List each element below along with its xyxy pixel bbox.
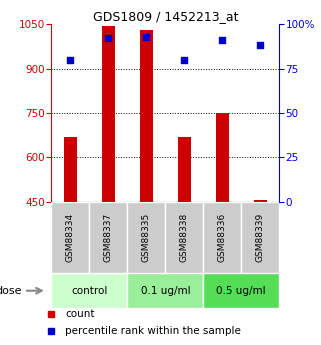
Bar	[203, 273, 279, 308]
Bar	[203, 202, 241, 273]
Text: percentile rank within the sample: percentile rank within the sample	[65, 326, 241, 336]
Title: GDS1809 / 1452213_at: GDS1809 / 1452213_at	[92, 10, 238, 23]
Text: GSM88338: GSM88338	[180, 213, 189, 262]
Text: dose: dose	[0, 286, 22, 296]
Bar	[254, 200, 267, 202]
Bar	[89, 202, 127, 273]
Point	[144, 34, 149, 39]
Bar	[140, 30, 153, 202]
Bar	[64, 137, 77, 202]
Bar	[241, 202, 279, 273]
Point	[220, 37, 225, 43]
Point	[258, 43, 263, 48]
Bar	[102, 26, 115, 202]
Text: GSM88339: GSM88339	[256, 213, 265, 262]
Bar	[178, 137, 191, 202]
Text: GSM88334: GSM88334	[66, 213, 75, 262]
Text: 0.1 ug/ml: 0.1 ug/ml	[141, 286, 190, 296]
Text: 0.5 ug/ml: 0.5 ug/ml	[216, 286, 266, 296]
Bar	[51, 202, 89, 273]
Point	[182, 57, 187, 62]
Bar	[127, 202, 165, 273]
Text: control: control	[71, 286, 108, 296]
Point	[68, 57, 73, 62]
Text: count: count	[65, 309, 95, 319]
Text: GSM88337: GSM88337	[104, 213, 113, 262]
Bar	[216, 113, 229, 202]
Bar	[51, 273, 127, 308]
Bar	[165, 202, 203, 273]
Text: GSM88336: GSM88336	[218, 213, 227, 262]
Bar	[127, 273, 203, 308]
Point	[106, 36, 111, 41]
Text: GSM88335: GSM88335	[142, 213, 151, 262]
